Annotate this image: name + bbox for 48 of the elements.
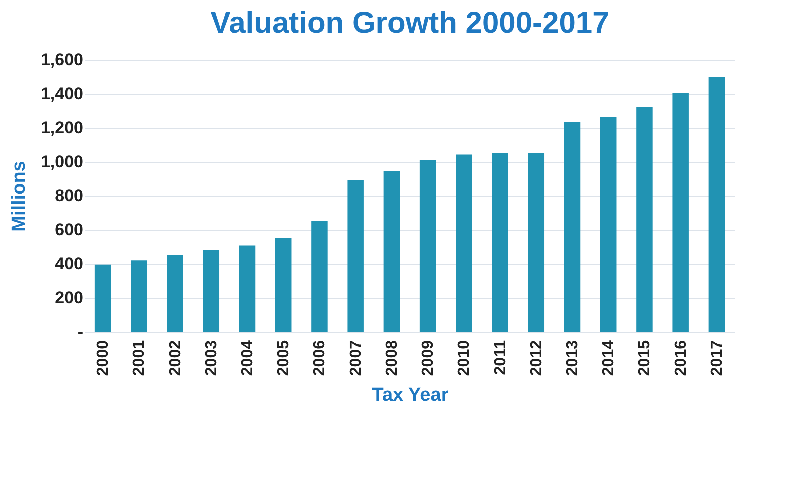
- y-tick-label: 400: [55, 254, 84, 274]
- bar: [420, 160, 436, 332]
- x-tick-label: 2010: [456, 340, 474, 376]
- x-tick-label: 2000: [95, 340, 112, 376]
- x-tick-label: 2016: [672, 340, 690, 376]
- x-tick-label: 2005: [276, 340, 293, 376]
- x-tick-label: 2012: [528, 340, 546, 376]
- y-tick-label: 1,200: [40, 118, 84, 138]
- bar: [203, 250, 220, 332]
- bar: [348, 180, 364, 332]
- y-tick-label: 1,000: [40, 152, 84, 172]
- x-axis-title: Tax Year: [372, 385, 450, 406]
- bar: [528, 154, 545, 332]
- bar: [564, 122, 581, 332]
- bar: [600, 117, 617, 332]
- x-tick-label: 2011: [492, 340, 510, 376]
- x-tick-label: 2002: [167, 340, 184, 376]
- x-tick-label: 2017: [708, 340, 726, 376]
- bar: [131, 260, 148, 332]
- y-tick-label: 1,400: [40, 84, 84, 104]
- bar: [384, 171, 400, 332]
- bar: [672, 93, 689, 332]
- x-tick-label: 2001: [131, 340, 148, 376]
- x-tick-label: 2004: [240, 340, 256, 376]
- y-tick-label: 200: [55, 288, 84, 308]
- bar: [94, 264, 112, 332]
- y-tick-label: 800: [55, 186, 84, 206]
- x-tick-label: 2015: [636, 340, 654, 376]
- y-tick-label: 600: [55, 220, 84, 240]
- x-tick-label: 2014: [600, 340, 618, 376]
- x-tick-label: 2013: [564, 340, 582, 376]
- bar: [275, 238, 292, 332]
- y-tick-label: -: [78, 322, 84, 342]
- x-tick-label: 2009: [420, 340, 438, 376]
- x-tick-label: 2007: [348, 340, 365, 376]
- bar: [708, 78, 726, 332]
- bar: [456, 154, 472, 332]
- y-tick-label: 1,600: [40, 50, 84, 70]
- x-tick-label: 2008: [384, 340, 401, 376]
- bar: [492, 154, 508, 332]
- y-axis-title: Millions: [8, 161, 30, 232]
- x-tick-label: 2006: [312, 340, 329, 376]
- x-tick-label: 2003: [203, 340, 220, 376]
- bar: [239, 246, 256, 332]
- bar: [167, 254, 184, 332]
- bar: [312, 222, 328, 332]
- chart-title: Valuation Growth 2000-2017: [210, 7, 610, 40]
- bar: [636, 107, 653, 332]
